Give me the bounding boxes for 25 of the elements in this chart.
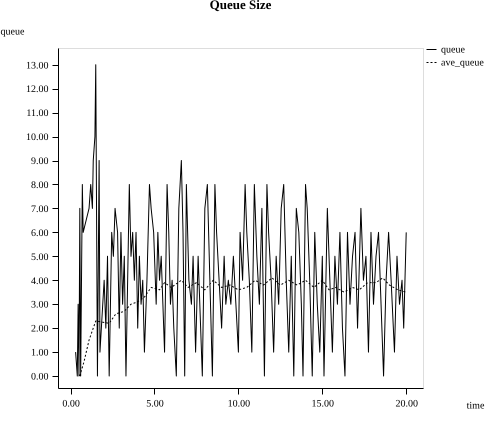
y-tick-label: 3.00 [31, 300, 48, 311]
x-tick-label: 15.00 [312, 398, 334, 410]
x-tick-label: 20.00 [395, 398, 418, 410]
x-tick-label: 0.00 [62, 398, 80, 410]
y-tick-label: 10.00 [26, 132, 48, 144]
y-tick-label: 4.00 [31, 276, 48, 287]
x-axis-title: time [466, 400, 485, 412]
x-tick-label: 10.00 [228, 398, 250, 410]
y-tick-label: 5.00 [31, 252, 48, 263]
y-tick-label: 1.00 [31, 348, 48, 359]
y-tick-label: 0.00 [31, 372, 48, 383]
y-tick-label: 2.00 [31, 324, 48, 335]
y-tick-label: 6.00 [31, 228, 48, 239]
y-tick-label: 12.00 [26, 84, 48, 96]
legend-label: ave_queue [441, 58, 484, 68]
y-tick-label: 11.00 [26, 108, 48, 120]
legend-label: queue [441, 44, 466, 56]
y-tick-label: 8.00 [31, 180, 48, 191]
y-tick-label: 9.00 [31, 156, 48, 168]
x-tick-label: 5.00 [146, 398, 164, 410]
y-tick-label: 7.00 [31, 204, 48, 215]
y-tick-label: 13.00 [26, 60, 48, 72]
line-series [75, 64, 407, 377]
chart-title: Queue Size [210, 0, 272, 12]
y-axis-title: queue [0, 26, 25, 38]
